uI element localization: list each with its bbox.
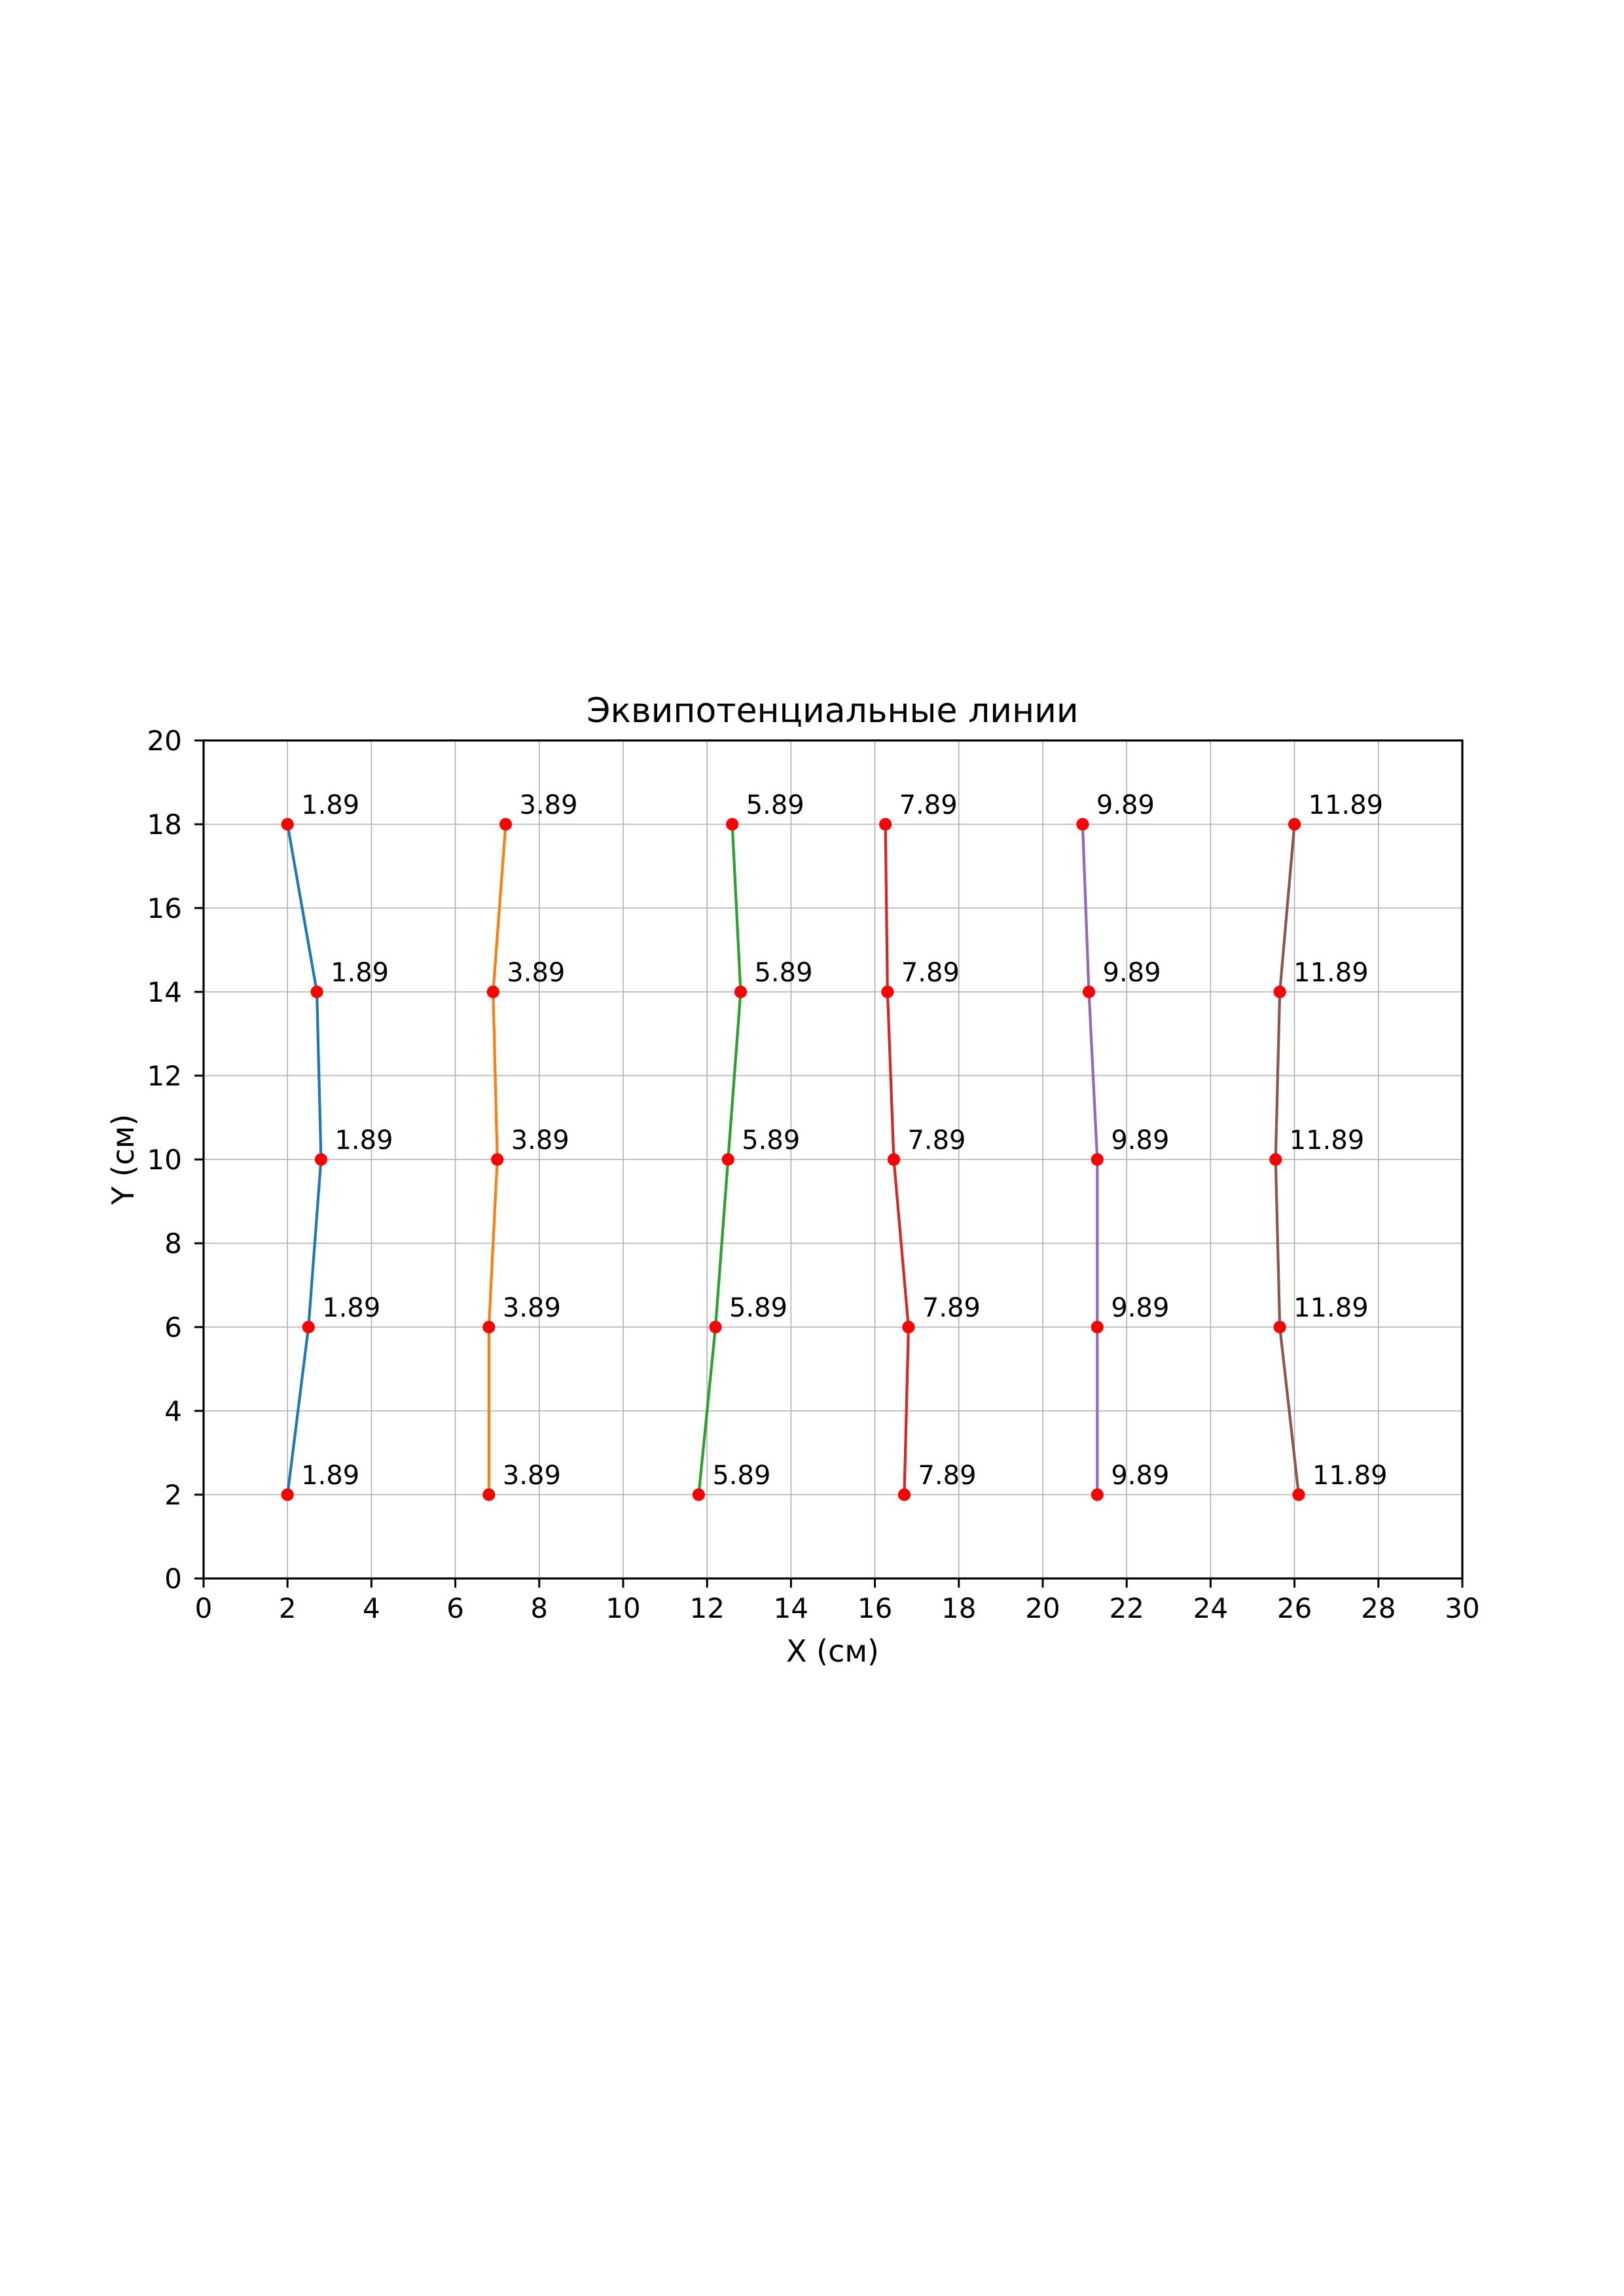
point-label-1.89-4: 1.89 xyxy=(301,1461,359,1491)
point-label-7.89-4: 7.89 xyxy=(918,1461,976,1491)
data-point-11.89-4 xyxy=(1292,1488,1305,1501)
x-tick-label-26: 26 xyxy=(1277,1592,1312,1624)
data-point-1.89-4 xyxy=(281,1488,294,1501)
point-label-3.89-2: 3.89 xyxy=(511,1125,569,1156)
data-point-7.89-3 xyxy=(902,1321,915,1334)
data-point-7.89-4 xyxy=(897,1488,911,1501)
data-point-11.89-0 xyxy=(1288,818,1301,831)
x-tick-label-10: 10 xyxy=(605,1592,640,1624)
data-point-1.89-2 xyxy=(314,1153,328,1166)
point-label-1.89-0: 1.89 xyxy=(301,790,359,820)
y-tick-label-18: 18 xyxy=(147,809,182,841)
point-label-9.89-0: 9.89 xyxy=(1096,790,1155,820)
point-label-3.89-0: 3.89 xyxy=(520,790,578,820)
point-label-11.89-4: 11.89 xyxy=(1312,1461,1388,1491)
point-label-5.89-3: 5.89 xyxy=(729,1293,787,1323)
y-tick-label-2: 2 xyxy=(164,1479,182,1511)
data-point-7.89-2 xyxy=(887,1153,901,1166)
data-point-11.89-3 xyxy=(1273,1321,1286,1334)
data-point-9.89-2 xyxy=(1091,1153,1104,1166)
x-tick-label-6: 6 xyxy=(446,1592,464,1624)
point-label-5.89-1: 5.89 xyxy=(754,958,812,988)
chart-title: Эквипотенциальные линии xyxy=(586,691,1079,731)
y-tick-label-12: 12 xyxy=(147,1060,182,1092)
data-point-9.89-4 xyxy=(1091,1488,1104,1501)
point-label-1.89-2: 1.89 xyxy=(334,1125,393,1156)
point-label-9.89-4: 9.89 xyxy=(1111,1461,1169,1491)
point-label-7.89-3: 7.89 xyxy=(922,1293,981,1323)
data-point-11.89-1 xyxy=(1273,985,1286,998)
point-label-11.89-2: 11.89 xyxy=(1290,1125,1365,1156)
x-tick-label-20: 20 xyxy=(1025,1592,1060,1624)
point-label-3.89-1: 3.89 xyxy=(507,958,565,988)
point-label-7.89-0: 7.89 xyxy=(899,790,958,820)
x-tick-label-14: 14 xyxy=(774,1592,808,1624)
point-label-11.89-0: 11.89 xyxy=(1308,790,1384,820)
y-tick-label-10: 10 xyxy=(147,1144,182,1176)
x-axis-label: X (см) xyxy=(785,1633,880,1669)
point-label-5.89-4: 5.89 xyxy=(712,1461,770,1491)
data-point-5.89-2 xyxy=(721,1153,734,1166)
data-point-5.89-3 xyxy=(709,1321,722,1334)
data-point-1.89-3 xyxy=(302,1321,315,1334)
data-point-5.89-1 xyxy=(734,985,748,998)
point-label-9.89-2: 9.89 xyxy=(1111,1125,1169,1156)
point-label-1.89-3: 1.89 xyxy=(322,1293,380,1323)
point-label-1.89-1: 1.89 xyxy=(331,958,389,988)
x-tick-label-8: 8 xyxy=(530,1592,548,1624)
data-point-9.89-1 xyxy=(1082,985,1096,998)
y-tick-label-16: 16 xyxy=(147,892,182,924)
x-tick-label-16: 16 xyxy=(857,1592,892,1624)
data-point-9.89-3 xyxy=(1091,1321,1104,1334)
plot-area: 1.89 1.89 1.89 1.89 1.89 3.89 3.89 3.89 3.89 3.89… xyxy=(147,725,1480,1624)
y-tick-label-0: 0 xyxy=(164,1563,182,1595)
data-point-3.89-4 xyxy=(482,1488,496,1501)
data-point-1.89-1 xyxy=(310,985,323,998)
point-label-9.89-1: 9.89 xyxy=(1103,958,1161,988)
point-label-5.89-2: 5.89 xyxy=(742,1125,800,1156)
x-tick-label-18: 18 xyxy=(941,1592,976,1624)
x-tick-label-24: 24 xyxy=(1193,1592,1228,1624)
point-label-7.89-1: 7.89 xyxy=(901,958,960,988)
x-tick-label-2: 2 xyxy=(279,1592,297,1624)
x-tick-label-28: 28 xyxy=(1361,1592,1396,1624)
point-label-3.89-3: 3.89 xyxy=(503,1293,561,1323)
x-tick-label-0: 0 xyxy=(195,1592,213,1624)
point-label-9.89-3: 9.89 xyxy=(1111,1293,1169,1323)
x-tick-label-22: 22 xyxy=(1109,1592,1144,1624)
data-point-11.89-2 xyxy=(1269,1153,1282,1166)
x-tick-label-30: 30 xyxy=(1445,1592,1479,1624)
point-label-11.89-3: 11.89 xyxy=(1293,1293,1369,1323)
data-point-5.89-4 xyxy=(692,1488,705,1501)
y-tick-label-20: 20 xyxy=(147,725,182,757)
x-tick-label-4: 4 xyxy=(363,1592,380,1624)
y-axis-label: Y (см) xyxy=(105,1114,141,1205)
y-tick-label-4: 4 xyxy=(164,1395,182,1427)
data-point-9.89-0 xyxy=(1076,818,1089,831)
data-point-7.89-0 xyxy=(879,818,892,831)
data-point-5.89-0 xyxy=(726,818,739,831)
y-tick-label-8: 8 xyxy=(164,1228,182,1260)
y-tick-label-14: 14 xyxy=(147,976,182,1008)
data-point-3.89-1 xyxy=(486,985,499,998)
point-label-3.89-4: 3.89 xyxy=(503,1461,561,1491)
data-point-7.89-1 xyxy=(881,985,894,998)
point-label-11.89-1: 11.89 xyxy=(1293,958,1369,988)
y-tick-label-6: 6 xyxy=(164,1311,182,1343)
point-label-5.89-0: 5.89 xyxy=(746,790,804,820)
data-point-3.89-2 xyxy=(491,1153,504,1166)
data-point-1.89-0 xyxy=(281,818,294,831)
data-point-3.89-0 xyxy=(499,818,513,831)
data-point-3.89-3 xyxy=(482,1321,496,1334)
point-label-7.89-2: 7.89 xyxy=(907,1125,965,1156)
x-tick-label-12: 12 xyxy=(689,1592,724,1624)
